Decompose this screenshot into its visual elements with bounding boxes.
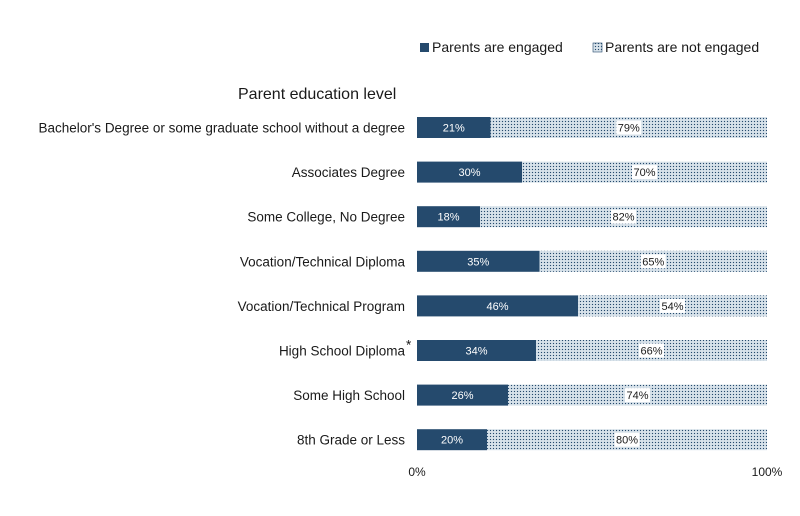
legend-swatch-not-engaged bbox=[592, 42, 603, 53]
data-label-background bbox=[614, 432, 640, 447]
category-label: Some High School bbox=[293, 388, 405, 403]
data-label-not-engaged: 65% bbox=[642, 256, 664, 268]
legend-label-not-engaged: Parents are not engaged bbox=[605, 39, 759, 55]
data-label-background bbox=[616, 120, 642, 135]
data-label-background bbox=[625, 388, 650, 403]
category-heading: Parent education level bbox=[238, 86, 396, 103]
data-label-background bbox=[639, 343, 664, 358]
data-label-not-engaged: 74% bbox=[626, 390, 648, 402]
bar-engaged bbox=[417, 429, 487, 451]
data-label-engaged: 34% bbox=[465, 346, 487, 358]
data-label-background bbox=[660, 298, 685, 313]
data-label-not-engaged: 82% bbox=[612, 212, 634, 224]
bar-engaged bbox=[417, 295, 578, 317]
category-footnote-mark: * bbox=[406, 338, 412, 353]
data-label-not-engaged: 70% bbox=[633, 167, 655, 179]
bar-engaged bbox=[417, 384, 508, 406]
bar-engaged bbox=[417, 250, 540, 272]
x-tick-max: 100% bbox=[752, 465, 783, 479]
data-label-engaged: 21% bbox=[443, 123, 465, 135]
data-label-engaged: 46% bbox=[486, 301, 508, 313]
bars: 21% 79% 30% 70% 18% 82% 35% 65% 46% 54% 34% 66% 26% 7… bbox=[417, 117, 767, 451]
legend: Parents are engaged Parents are not enga… bbox=[420, 39, 759, 55]
data-label-engaged: 35% bbox=[467, 256, 489, 268]
data-label-engaged: 20% bbox=[441, 435, 463, 447]
category-label: High School Diploma bbox=[279, 344, 406, 359]
legend-swatch-engaged bbox=[420, 43, 429, 52]
category-label: Some College, No Degree bbox=[247, 210, 405, 225]
bar-engaged bbox=[417, 340, 536, 361]
bar-engaged bbox=[417, 206, 480, 228]
data-label-not-engaged: 66% bbox=[640, 346, 662, 358]
data-label-not-engaged: 80% bbox=[616, 435, 638, 447]
data-label-engaged: 26% bbox=[451, 390, 473, 402]
category-label: Associates Degree bbox=[292, 165, 405, 180]
data-label-background bbox=[640, 254, 666, 269]
data-label-background bbox=[632, 165, 657, 180]
category-label: Vocation/Technical Diploma bbox=[240, 254, 406, 269]
data-label-not-engaged: 54% bbox=[661, 301, 683, 313]
x-tick-min: 0% bbox=[408, 465, 426, 479]
bar-engaged bbox=[417, 117, 491, 138]
data-label-not-engaged: 79% bbox=[618, 123, 640, 135]
bar-engaged bbox=[417, 161, 522, 183]
category-label: Vocation/Technical Program bbox=[238, 299, 405, 314]
category-labels: Bachelor's Degree or some graduate schoo… bbox=[38, 121, 412, 448]
data-label-engaged: 18% bbox=[437, 212, 459, 224]
data-label-background bbox=[611, 209, 636, 224]
category-label: Bachelor's Degree or some graduate schoo… bbox=[38, 121, 405, 136]
legend-label-engaged: Parents are engaged bbox=[432, 39, 563, 55]
data-label-engaged: 30% bbox=[458, 167, 480, 179]
category-label: 8th Grade or Less bbox=[297, 433, 405, 448]
